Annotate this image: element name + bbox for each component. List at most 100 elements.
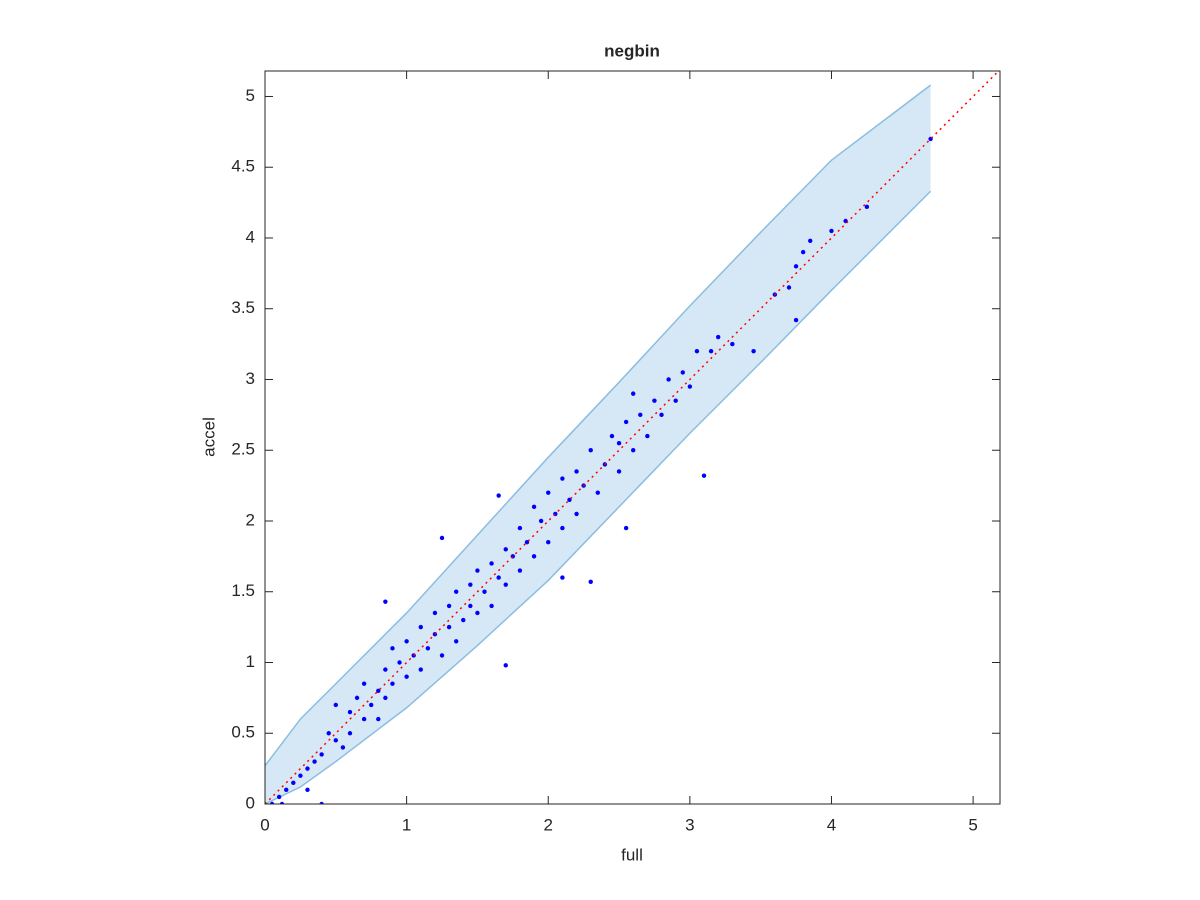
y-axis-label: accel [199,417,218,457]
point [496,575,501,580]
point [319,752,324,757]
x-tick-label: 1 [402,815,411,834]
point [383,667,388,672]
point [517,568,523,573]
point [588,448,593,453]
point [319,801,324,804]
y-tick-label: 4.5 [231,157,255,176]
diagonal [265,71,1000,804]
point [574,469,579,474]
point [291,780,296,785]
chart-title: negbin [604,41,660,60]
axes: 0 1 2 3 4 5 0 0.5 1 1.5 2 2.5 3 3.5 4 4.5 5 [231,70,1001,834]
point [546,540,551,545]
point [376,716,381,722]
point [616,469,622,474]
point [418,624,423,630]
point [631,391,636,396]
point [616,440,622,446]
point [298,773,303,778]
point [326,731,331,736]
point [560,575,565,580]
point [333,702,339,708]
point [808,238,813,244]
point [730,341,735,347]
band-fill [265,85,931,804]
y-tick-label: 1 [246,652,255,671]
point [347,731,353,736]
point [340,745,346,750]
point [425,646,431,651]
point [708,348,714,354]
point [279,801,285,804]
y-tick-label: 1.5 [231,581,255,600]
point [673,398,678,403]
point [475,610,480,616]
point [793,264,799,269]
point [524,540,530,545]
point [715,334,721,340]
point [595,490,601,495]
y-tick-label: 3 [246,369,255,388]
x-tick-label: 5 [968,815,977,834]
point [482,589,487,594]
point [701,473,707,478]
point [517,525,523,531]
point [461,617,466,623]
point [432,610,438,616]
y-tick-label: 4 [246,227,255,246]
point [574,511,579,517]
point [751,348,756,354]
point [609,433,615,439]
point [496,493,501,498]
y-tick-label: 3.5 [231,298,255,317]
point [376,688,381,693]
point [680,370,685,375]
y-tick-label: 0 [246,793,255,812]
point [446,603,452,609]
point [404,674,409,679]
point [829,228,834,234]
point [560,525,565,531]
point [390,681,395,686]
point [390,646,395,651]
x-tick-label: 4 [827,815,836,834]
point [446,624,452,630]
point [531,554,537,559]
point [531,504,537,510]
y-tick-label: 0.5 [231,723,255,742]
point [276,794,282,800]
point [468,582,473,587]
point [503,663,508,668]
point [800,249,806,255]
point [567,497,572,502]
point [369,702,374,708]
point [439,653,445,658]
point [560,476,565,481]
point [489,603,494,609]
point [453,589,459,594]
point [638,412,643,418]
point [659,412,664,418]
band-upper [265,84,932,767]
point [284,787,289,793]
point [546,490,551,495]
point [361,716,367,722]
x-tick-label: 0 [260,815,269,834]
point [347,709,353,715]
point [439,535,445,541]
point [383,599,388,604]
point [694,348,700,354]
x-tick-label: 3 [685,815,694,834]
point [475,568,480,573]
point [397,660,402,665]
point [404,639,409,644]
y-tick-label: 5 [246,86,255,105]
point [361,681,367,686]
point [687,384,693,389]
y-tick-label: 2.5 [231,440,255,459]
point [623,419,629,425]
point [305,787,310,793]
point [418,667,423,672]
